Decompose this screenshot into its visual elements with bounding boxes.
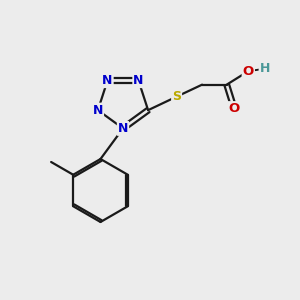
Text: O: O <box>229 102 240 115</box>
Text: S: S <box>172 90 181 103</box>
Text: N: N <box>133 74 144 87</box>
Text: N: N <box>102 74 113 87</box>
Text: H: H <box>260 62 270 75</box>
Text: O: O <box>243 65 254 78</box>
Text: N: N <box>118 122 128 135</box>
Text: N: N <box>93 104 103 117</box>
